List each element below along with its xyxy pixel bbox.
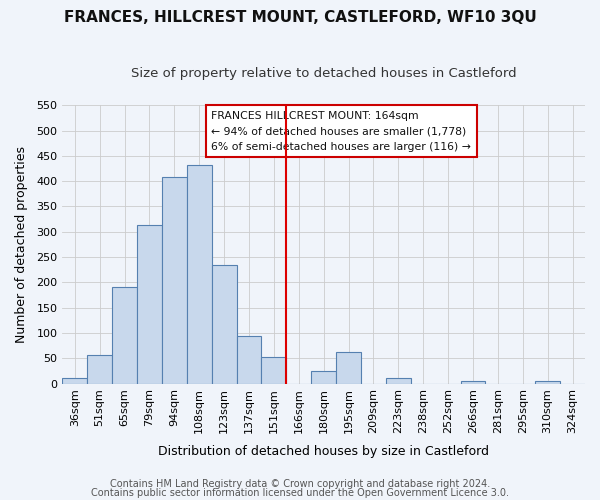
Bar (137, 224, 162, 384)
Bar (162, 177, 187, 384)
Bar (187, 165, 212, 384)
Bar (62, 378, 87, 384)
Bar (112, 288, 137, 384)
X-axis label: Distribution of detached houses by size in Castleford: Distribution of detached houses by size … (158, 444, 489, 458)
Bar (386, 378, 411, 384)
Bar (461, 381, 485, 384)
Bar (336, 352, 361, 384)
Bar (262, 357, 286, 384)
Title: Size of property relative to detached houses in Castleford: Size of property relative to detached ho… (131, 68, 517, 80)
Text: Contains HM Land Registry data © Crown copyright and database right 2024.: Contains HM Land Registry data © Crown c… (110, 479, 490, 489)
Text: FRANCES, HILLCREST MOUNT, CASTLEFORD, WF10 3QU: FRANCES, HILLCREST MOUNT, CASTLEFORD, WF… (64, 10, 536, 25)
Bar (311, 371, 336, 384)
Bar (535, 381, 560, 384)
Text: Contains public sector information licensed under the Open Government Licence 3.: Contains public sector information licen… (91, 488, 509, 498)
Text: FRANCES HILLCREST MOUNT: 164sqm
← 94% of detached houses are smaller (1,778)
6% : FRANCES HILLCREST MOUNT: 164sqm ← 94% of… (211, 111, 471, 152)
Bar (87, 354, 112, 384)
Y-axis label: Number of detached properties: Number of detached properties (15, 146, 28, 343)
Bar (236, 336, 262, 384)
Bar (212, 264, 236, 384)
